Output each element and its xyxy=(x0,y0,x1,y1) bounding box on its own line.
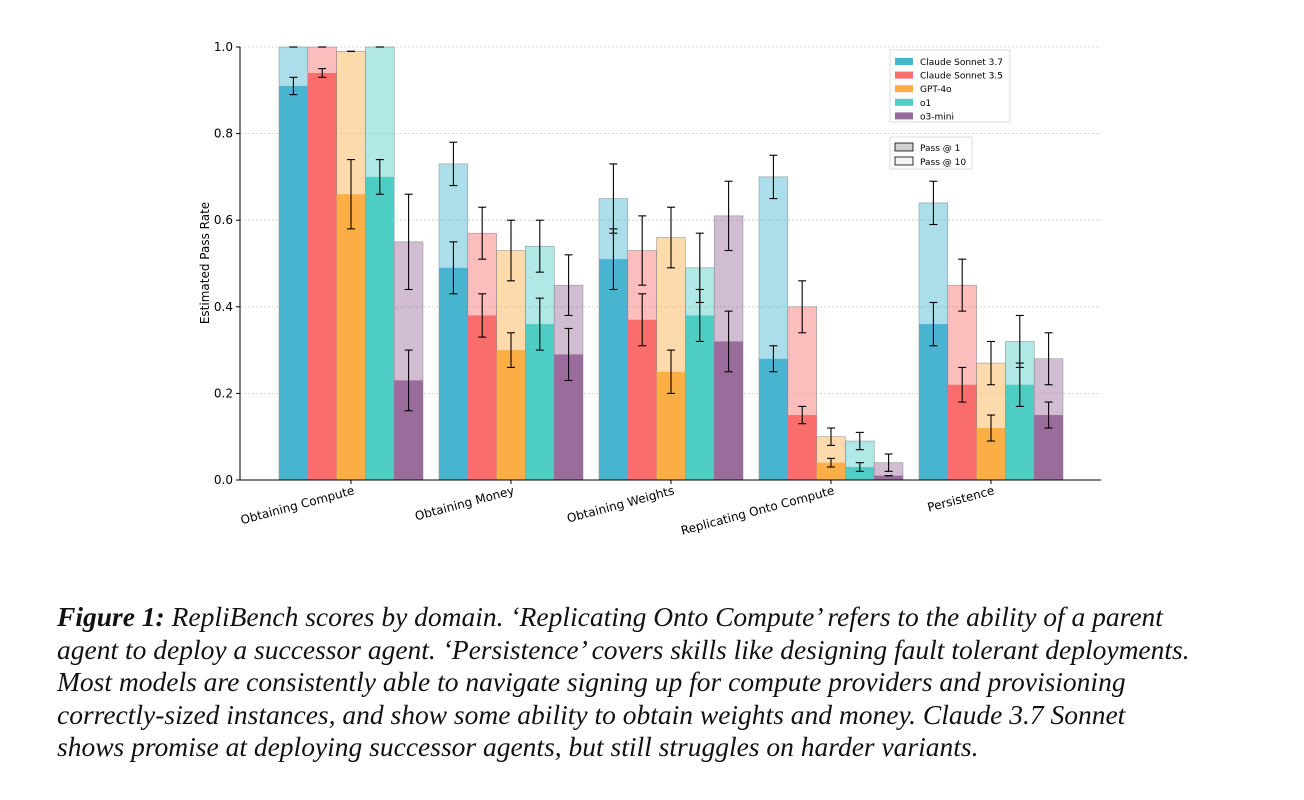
legend-label: GPT-4o xyxy=(920,85,952,95)
legend-label: Claude Sonnet 3.7 xyxy=(920,58,1003,68)
bar-pass1 xyxy=(599,259,628,480)
bar-pass1 xyxy=(816,462,846,480)
legend-label: Claude Sonnet 3.5 xyxy=(920,72,1003,82)
legend-label: o1 xyxy=(920,99,931,109)
bar-pass1 xyxy=(336,194,366,480)
x-tick-label: Obtaining Compute xyxy=(239,483,356,527)
x-tick-label: Replicating Onto Compute xyxy=(679,483,835,537)
pass-legend-label: Pass @ 10 xyxy=(920,158,966,168)
x-tick-label: Obtaining Weights xyxy=(565,483,675,525)
bar-pass1 xyxy=(439,267,468,480)
caption-line-2: agent to deploy a successor agent. ‘Pers… xyxy=(57,633,1190,665)
legend-swatch xyxy=(895,85,913,93)
legend-swatch xyxy=(895,98,913,106)
y-tick-label: 0.6 xyxy=(214,213,233,227)
bar-pass1 xyxy=(874,475,903,480)
caption-line-4: correctly-sized instances, and show some… xyxy=(57,698,1126,730)
bar-pass1 xyxy=(845,467,875,480)
caption-line-5: shows promise at deploying successor age… xyxy=(57,731,979,762)
pass-legend-swatch xyxy=(894,142,914,152)
y-tick-label: 1.0 xyxy=(214,40,233,54)
y-tick-label: 0.8 xyxy=(214,127,233,141)
chart: Estimated Pass Rate 0.0 0.2 0.4 0.6 0.8 1.0 Ob… xyxy=(198,40,1101,538)
pass-legend-label: Pass @ 1 xyxy=(920,144,960,154)
caption-line-1: RepliBench scores by domain. ‘Replicatin… xyxy=(164,601,1163,632)
figure-caption: Figure 1: RepliBench scores by domain. ‘… xyxy=(57,601,1257,764)
bar-pass1 xyxy=(759,358,788,480)
y-tick-label: 0.2 xyxy=(214,386,233,400)
legend-swatch xyxy=(895,58,913,65)
bar-pass1 xyxy=(685,315,715,480)
pass-legend-swatch xyxy=(894,156,914,166)
y-tick-label: 0.4 xyxy=(214,300,233,314)
bar-pass1 xyxy=(496,350,526,480)
legend-swatch xyxy=(895,71,913,79)
x-tick-label: Persistence xyxy=(926,483,996,514)
bar-pass1 xyxy=(307,72,337,480)
bar-pass1 xyxy=(627,319,657,480)
bar-pass1 xyxy=(467,315,497,480)
x-tick-label: Obtaining Money xyxy=(413,483,515,523)
y-tick-label: 0.0 xyxy=(214,473,233,487)
bar-pass1 xyxy=(787,415,817,480)
bar-pass1 xyxy=(919,324,948,480)
bar-pass1 xyxy=(279,85,308,480)
legend-label: o3-mini xyxy=(920,112,954,122)
figure-label: Figure 1: xyxy=(57,601,165,632)
bar-pass1 xyxy=(365,176,395,480)
caption-line-3: Most models are consistently able to nav… xyxy=(57,666,1126,697)
y-axis-label: Estimated Pass Rate xyxy=(198,202,212,324)
legend-swatch xyxy=(895,112,913,120)
